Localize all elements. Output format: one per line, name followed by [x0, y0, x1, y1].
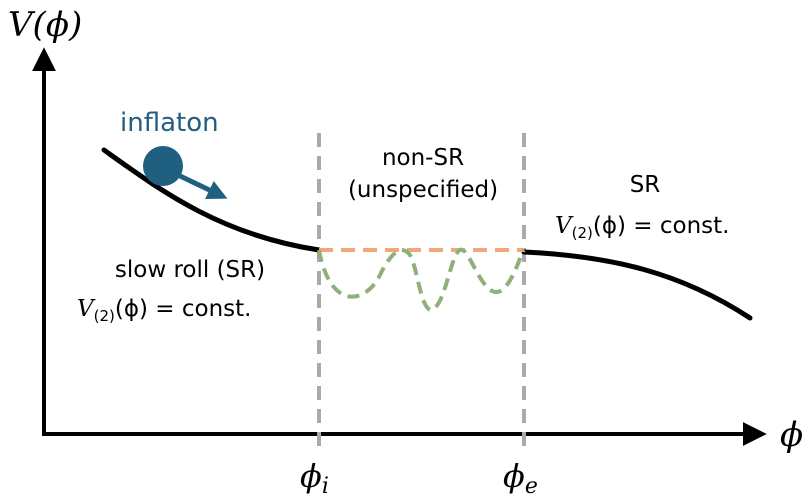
non-sr-label: non-SR: [382, 145, 464, 171]
roll-direction-arrow-icon: [178, 173, 228, 200]
sr-right-formula: V(2)(ϕ) = const.: [555, 213, 730, 242]
potential-curve-right: [521, 249, 753, 321]
oscillating-potential-dashed-curve: [317, 247, 526, 313]
inflaton-label: inflaton: [120, 108, 219, 138]
x-axis-label: ϕ: [780, 415, 803, 455]
phi-i-tick-label: ϕi: [300, 457, 329, 499]
inflaton-ball-icon: [143, 146, 183, 186]
slow-roll-formula: V(2)(ϕ) = const.: [77, 296, 252, 325]
y-axis-label: V(ϕ): [8, 5, 82, 45]
phi-e-tick-label: ϕe: [503, 457, 538, 499]
sr-right-label: SR: [630, 172, 661, 198]
unspecified-label: (unspecified): [348, 177, 498, 203]
potential-curve-left: [101, 147, 322, 253]
slow-roll-label: slow roll (SR): [115, 257, 265, 283]
